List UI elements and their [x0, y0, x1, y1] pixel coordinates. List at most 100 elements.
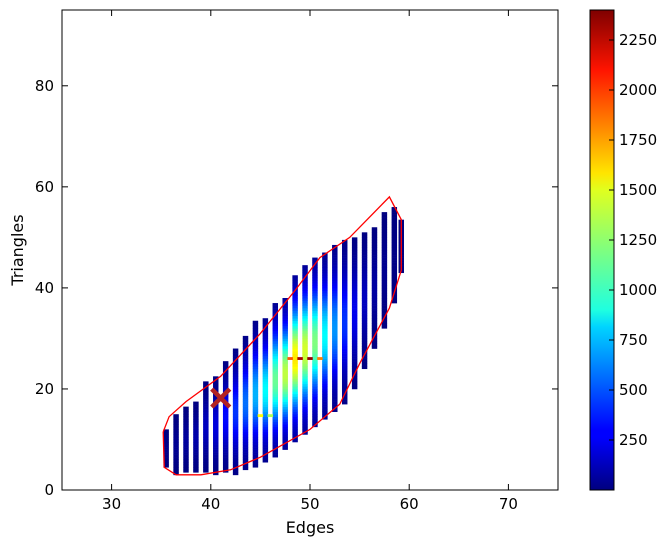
heatmap-cell [262, 449, 269, 453]
heatmap-cell [351, 255, 358, 258]
heatmap-cell [262, 434, 269, 438]
heatmap-cell [282, 436, 288, 440]
heatmap-cell [282, 411, 288, 415]
heatmap-cell [252, 330, 259, 334]
heatmap-cell [332, 262, 338, 266]
heatmap-cell [371, 270, 378, 274]
heatmap-cell [252, 426, 259, 430]
heatmap-cell [282, 396, 288, 400]
heatmap-cell [371, 325, 378, 329]
heatmap-cell [282, 323, 288, 327]
heatmap-cell [252, 449, 259, 453]
heatmap-cell [332, 285, 338, 289]
heatmap-cell [351, 239, 358, 243]
heatmap-cell [203, 409, 209, 412]
heatmap-cell [282, 328, 288, 332]
heatmap-cell [272, 449, 279, 453]
heatmap-cell [272, 358, 279, 362]
heatmap-cell [361, 262, 368, 266]
heatmap-cell [341, 265, 348, 268]
heatmap-cell [351, 343, 358, 347]
heatmap-cell [292, 421, 298, 425]
heatmap-cell [341, 275, 348, 279]
heatmap-cell [262, 442, 269, 445]
heatmap-cell [163, 439, 169, 443]
heatmap-cell [332, 383, 338, 387]
heatmap-cell [213, 419, 219, 423]
heatmap-cell [371, 318, 378, 322]
heatmap-cell [222, 383, 229, 387]
heatmap-cell [232, 391, 239, 395]
heatmap-cell [341, 257, 348, 261]
heatmap-cell [361, 237, 368, 241]
heatmap-cell [163, 436, 169, 440]
heatmap-cell [272, 361, 279, 364]
heatmap-cell [361, 333, 368, 337]
heatmap-cell [292, 313, 298, 316]
heatmap-cell [332, 247, 338, 251]
heatmap-cell [292, 388, 298, 392]
heatmap-cell [391, 262, 398, 266]
heatmap-cell [203, 454, 209, 458]
heatmap-cell [242, 338, 249, 342]
heatmap-cell [262, 454, 269, 458]
heatmap-cell [232, 419, 239, 423]
heatmap-cell [312, 313, 318, 316]
heatmap-cell [292, 340, 298, 344]
heatmap-column [351, 237, 358, 390]
heatmap-cell [341, 260, 348, 263]
heatmap-cell [292, 298, 298, 301]
heatmap-cell [292, 383, 298, 387]
heatmap-cell [312, 351, 318, 354]
heatmap-cell [332, 386, 338, 390]
heatmap-cell [371, 285, 378, 289]
heatmap-cell [351, 287, 358, 291]
heatmap-cell [322, 255, 328, 258]
heatmap-cell [242, 447, 249, 450]
heatmap-cell [341, 252, 348, 256]
heatmap-cell [341, 328, 348, 332]
heatmap-cell [381, 262, 388, 266]
heatmap-cell [252, 320, 259, 324]
heatmap-cell [252, 361, 259, 364]
heatmap-cell [332, 371, 338, 375]
heatmap-cell [222, 444, 229, 448]
heatmap-cell [242, 429, 249, 433]
heatmap-cell [292, 371, 298, 375]
heatmap-cell [222, 457, 229, 460]
heatmap-cell [341, 353, 348, 357]
heatmap-cell [341, 338, 348, 342]
heatmap-cell [242, 378, 249, 382]
heatmap-cell [252, 376, 259, 380]
heatmap-cell [203, 406, 209, 410]
heatmap-cell [292, 348, 298, 352]
heatmap-cell [381, 290, 388, 294]
heatmap-cell [292, 310, 298, 314]
heatmap-cell [312, 396, 318, 400]
heatmap-cell [391, 247, 398, 251]
heatmap-cell [332, 363, 338, 367]
heatmap-cell [203, 424, 209, 428]
heatmap-cell [312, 399, 318, 402]
heatmap-cell [371, 310, 378, 314]
heatmap-cell [361, 363, 368, 367]
heatmap-cell [322, 305, 328, 309]
heatmap-cell [322, 308, 328, 311]
heatmap-cell [242, 340, 249, 344]
heatmap-cell [381, 229, 388, 233]
heatmap-cell [282, 330, 288, 334]
heatmap-cell [302, 325, 308, 329]
heatmap-cell [312, 282, 318, 286]
heatmap-cell [242, 335, 249, 339]
heatmap-cell [282, 376, 288, 380]
heatmap-cell [203, 436, 209, 440]
heatmap-cell [193, 424, 199, 428]
colorbar-tick-label: 500 [619, 381, 648, 399]
heatmap-cell [173, 429, 179, 433]
heatmap-cell [332, 257, 338, 261]
heatmap-cell [173, 457, 179, 460]
heatmap-cell [252, 404, 259, 407]
heatmap-cell [341, 295, 348, 299]
heatmap-cell [272, 318, 279, 322]
heatmap-cell [252, 348, 259, 352]
